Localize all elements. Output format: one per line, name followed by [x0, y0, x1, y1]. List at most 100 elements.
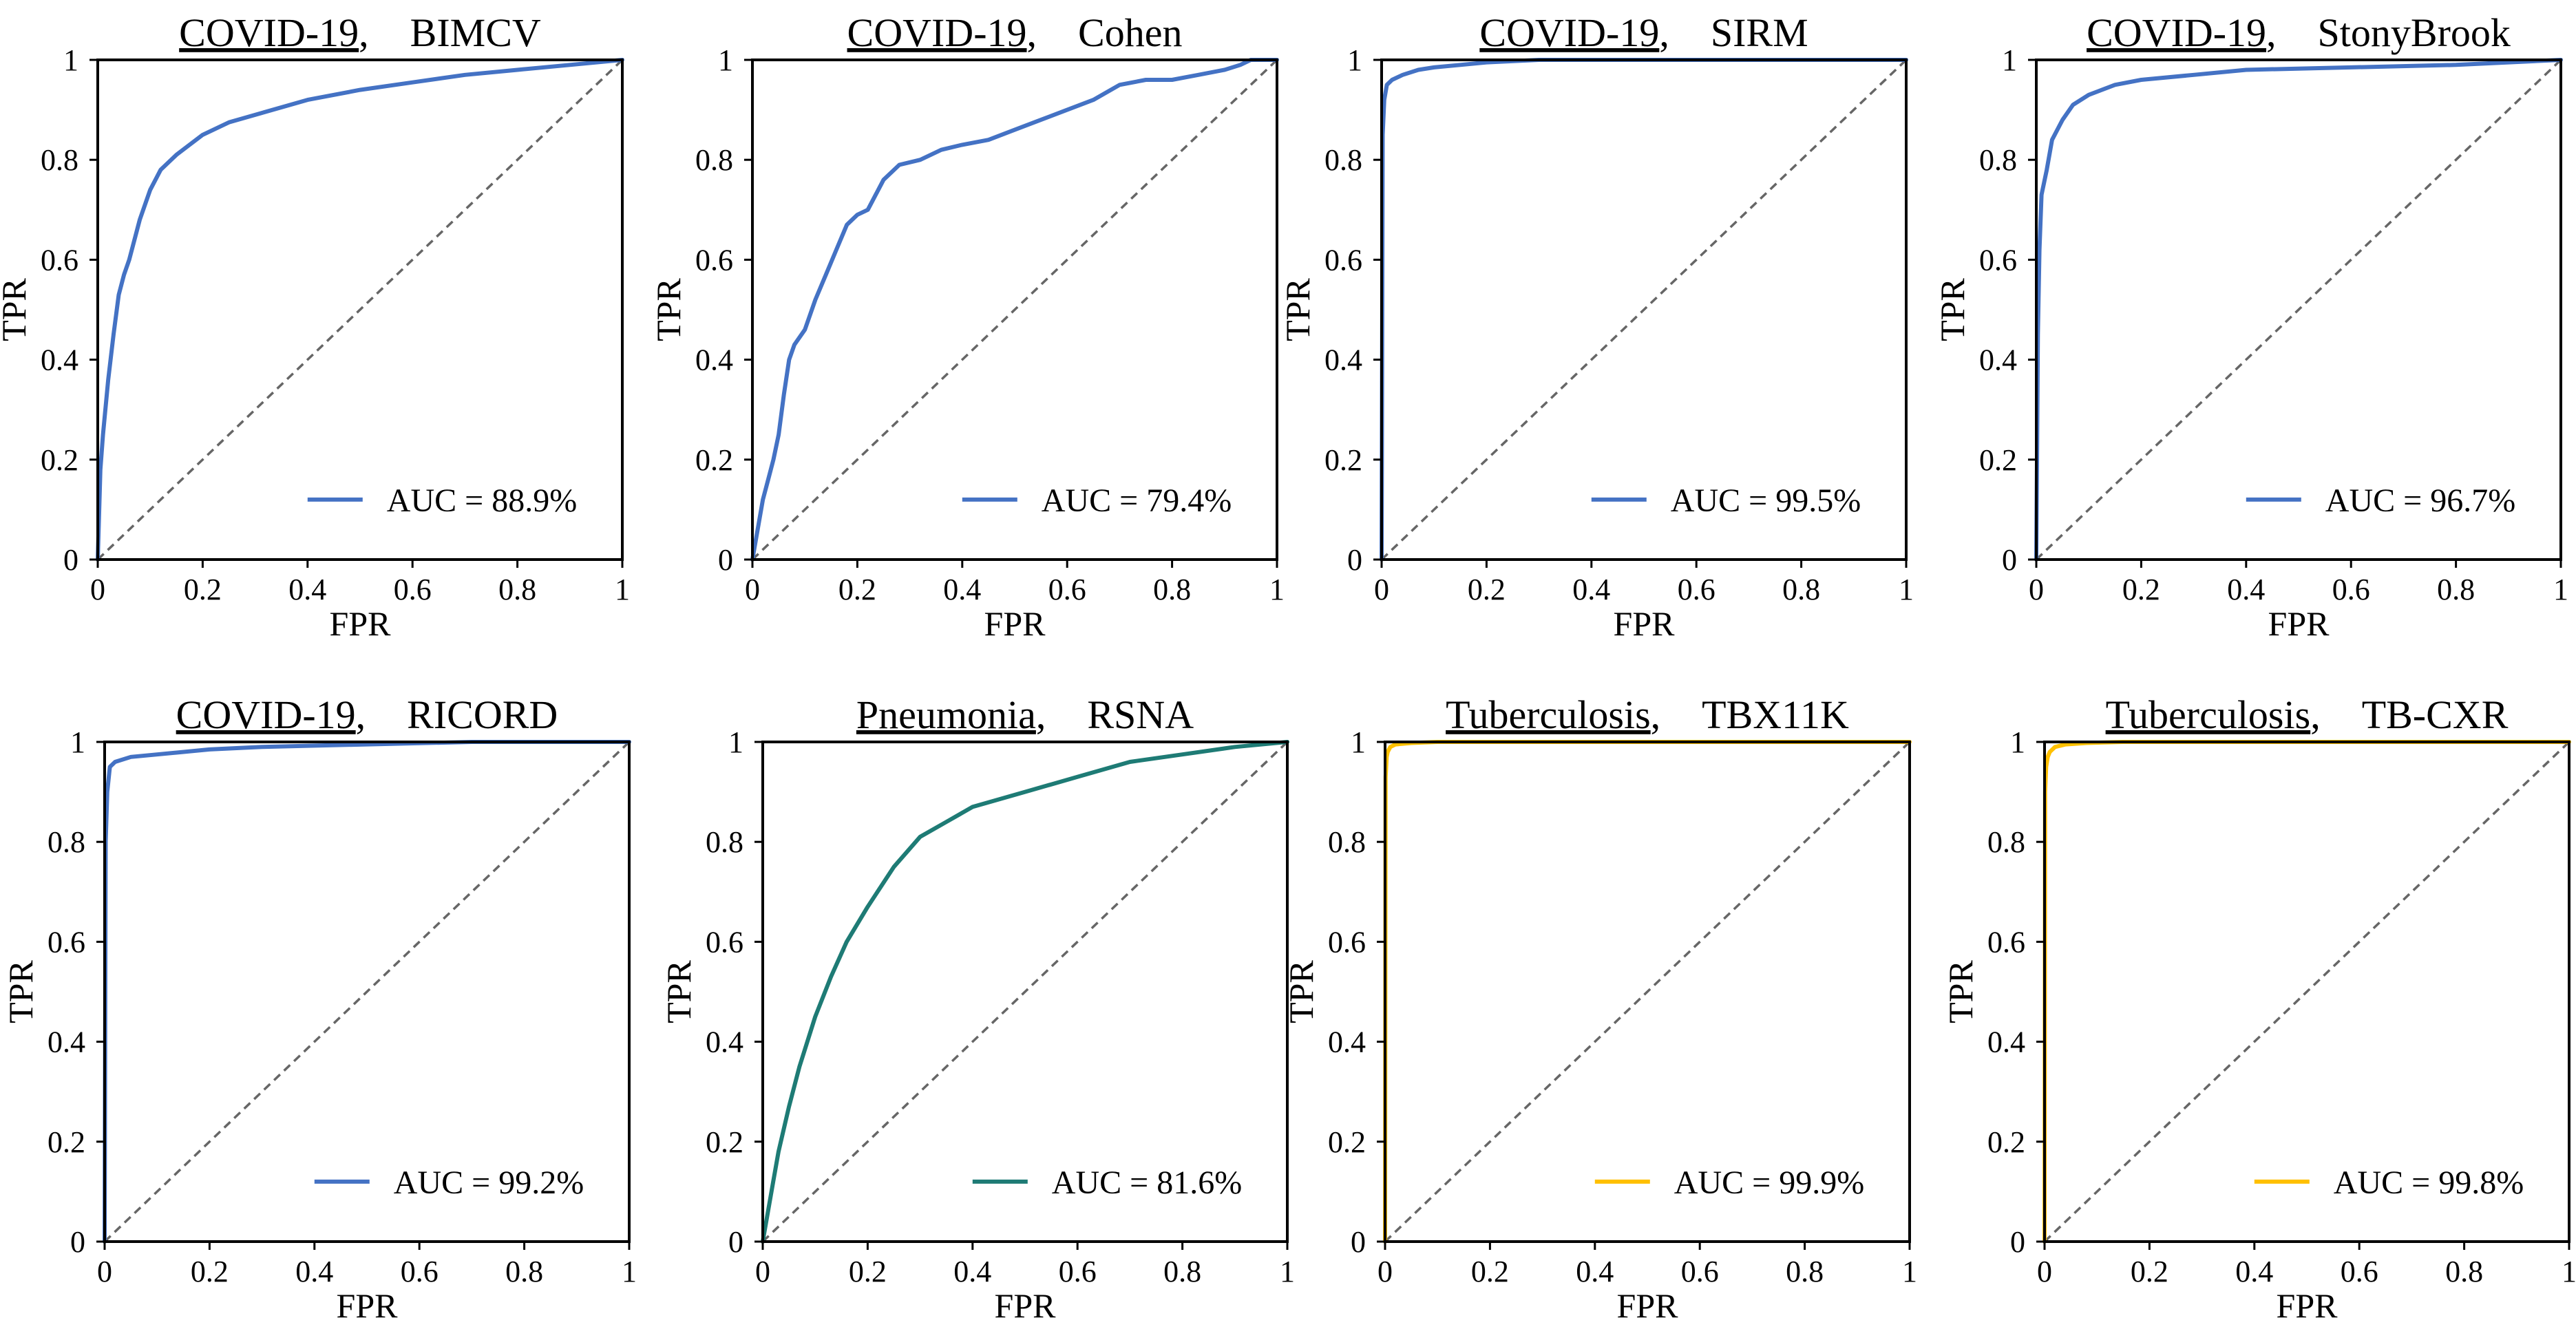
diagonal-reference-line: [96, 59, 624, 561]
y-axis-label: TPR: [649, 278, 688, 341]
x-tick-label: 1: [2553, 573, 2568, 606]
x-tick-label: 0.6: [394, 573, 432, 606]
y-axis-label: TPR: [1278, 278, 1317, 341]
roc-curve: [103, 740, 631, 1244]
roc-panel: COVID-19, SIRM 0 0.2 0.4 0.6 0.8 1 0 0.2 0.4 0.6 0.8…: [1278, 10, 1914, 643]
roc-panel: COVID-19, StonyBrook 0 0.2 0.4 0.6 0.8 1 0 0.2 0.4…: [1933, 10, 2568, 643]
diagonal-reference-line: [2043, 741, 2570, 1243]
panel-title-dataset: RSNA: [1087, 692, 1194, 737]
x-tick-label: 1: [622, 1255, 637, 1288]
y-tick-label: 0.6: [41, 243, 78, 277]
diagonal-reference-line: [103, 741, 631, 1243]
y-tick-label: 0.6: [706, 925, 743, 959]
x-tick-label: 0: [90, 573, 105, 606]
panel-title-comma: ,: [2310, 692, 2321, 737]
y-axis-label: TPR: [1933, 278, 1972, 341]
x-tick-label: 0.4: [295, 1255, 333, 1288]
y-tick-label: 0.6: [695, 243, 733, 277]
plot-frame: [2035, 59, 2562, 561]
x-tick-label: 1: [1269, 573, 1285, 606]
panel-title-comma: ,: [356, 692, 366, 737]
y-tick-label: 1: [70, 725, 85, 759]
x-tick-label: 0.8: [1786, 1255, 1824, 1288]
y-tick-label: 0.4: [706, 1025, 743, 1059]
y-tick-label: 0.4: [47, 1025, 85, 1059]
x-tick-label: 1: [1280, 1255, 1295, 1288]
y-axis-label: TPR: [1, 960, 40, 1023]
roc-curve: [96, 58, 624, 562]
x-tick-label: 0.8: [2437, 573, 2475, 606]
diagonal-reference-line: [1384, 741, 1911, 1243]
y-tick-label: 0.8: [1328, 825, 1366, 859]
x-tick-label: 1: [615, 573, 630, 606]
x-tick-label: 0: [755, 1255, 770, 1288]
roc-panel: Tuberculosis, TB-CXR 0 0.2 0.4 0.6 0.8 1 0 0.2 0.4…: [1941, 692, 2576, 1325]
panel-title-disease: Tuberculosis: [1446, 692, 1651, 737]
y-tick-label: 0.8: [41, 143, 78, 177]
x-tick-label: 0.2: [1468, 573, 1506, 606]
x-tick-label: 0: [2037, 1255, 2052, 1288]
diagonal-reference-line: [2035, 59, 2562, 561]
y-tick-label: 0.2: [1987, 1125, 2025, 1159]
y-axis-label: TPR: [1282, 960, 1320, 1023]
x-tick-label: 0.2: [184, 573, 222, 606]
x-tick-label: 0.2: [1471, 1255, 1509, 1288]
x-tick-label: 0.4: [953, 1255, 991, 1288]
x-tick-label: 0.4: [288, 573, 326, 606]
x-tick-label: 0.8: [498, 573, 536, 606]
x-tick-label: 0.8: [1782, 573, 1820, 606]
y-tick-label: 1: [1351, 725, 1366, 759]
x-axis-label: FPR: [1617, 1286, 1679, 1325]
x-axis-label: FPR: [330, 604, 392, 643]
panel-title: COVID-19, StonyBrook: [2087, 10, 2511, 55]
x-tick-label: 0: [1374, 573, 1389, 606]
roc-curve: [2034, 58, 2563, 562]
y-axis-label: TPR: [0, 278, 33, 341]
panel-title: Pneumonia, RSNA: [856, 692, 1194, 737]
x-tick-label: 1: [1899, 573, 1914, 606]
plot-frame: [751, 59, 1278, 561]
x-tick-label: 0.4: [943, 573, 981, 606]
x-tick-label: 0.6: [1681, 1255, 1719, 1288]
panel-title-disease: COVID-19: [1479, 10, 1659, 55]
y-tick-label: 0: [728, 1225, 743, 1259]
y-tick-label: 0.6: [1328, 925, 1366, 959]
panel-title-comma: ,: [1036, 692, 1046, 737]
plot-frame: [2043, 741, 2570, 1243]
panel-title: COVID-19, Cohen: [847, 10, 1183, 55]
legend-label: AUC = 88.9%: [387, 482, 577, 519]
x-tick-label: 0.6: [1048, 573, 1086, 606]
panel-title-comma: ,: [359, 10, 369, 55]
y-tick-label: 0.2: [695, 443, 733, 477]
x-tick-label: 0.8: [1153, 573, 1191, 606]
y-tick-label: 0.8: [1987, 825, 2025, 859]
roc-curve: [761, 740, 1289, 1244]
y-tick-label: 0: [1347, 543, 1362, 577]
x-axis-label: FPR: [337, 1286, 399, 1325]
diagonal-reference-line: [761, 741, 1289, 1243]
y-tick-label: 0.2: [706, 1125, 743, 1159]
panel-title: COVID-19, RICORD: [176, 692, 558, 737]
y-tick-label: 0.4: [1328, 1025, 1366, 1059]
x-tick-label: 0.4: [2227, 573, 2265, 606]
y-tick-label: 0.4: [1979, 343, 2017, 377]
x-tick-label: 0.2: [2131, 1255, 2168, 1288]
y-tick-label: 1: [728, 725, 743, 759]
panel-title: Tuberculosis, TB-CXR: [2106, 692, 2509, 737]
panel-title: COVID-19, BIMCV: [179, 10, 541, 55]
panel-title-dataset: BIMCV: [410, 10, 541, 55]
y-tick-label: 0.2: [1328, 1125, 1366, 1159]
diagonal-reference-line: [751, 59, 1278, 561]
panel-title-disease: Tuberculosis: [2106, 692, 2311, 737]
x-tick-label: 1: [1902, 1255, 1917, 1288]
plot-frame: [96, 59, 624, 561]
y-tick-label: 0: [1351, 1225, 1366, 1259]
roc-curve: [750, 58, 1279, 562]
x-tick-label: 0.4: [2235, 1255, 2273, 1288]
panel-title-dataset: StonyBrook: [2318, 10, 2511, 55]
x-tick-label: 0.2: [838, 573, 876, 606]
legend-label: AUC = 99.8%: [2334, 1165, 2524, 1201]
legend-label: AUC = 96.7%: [2325, 482, 2515, 519]
x-axis-label: FPR: [984, 604, 1046, 643]
y-tick-label: 0: [70, 1225, 85, 1259]
